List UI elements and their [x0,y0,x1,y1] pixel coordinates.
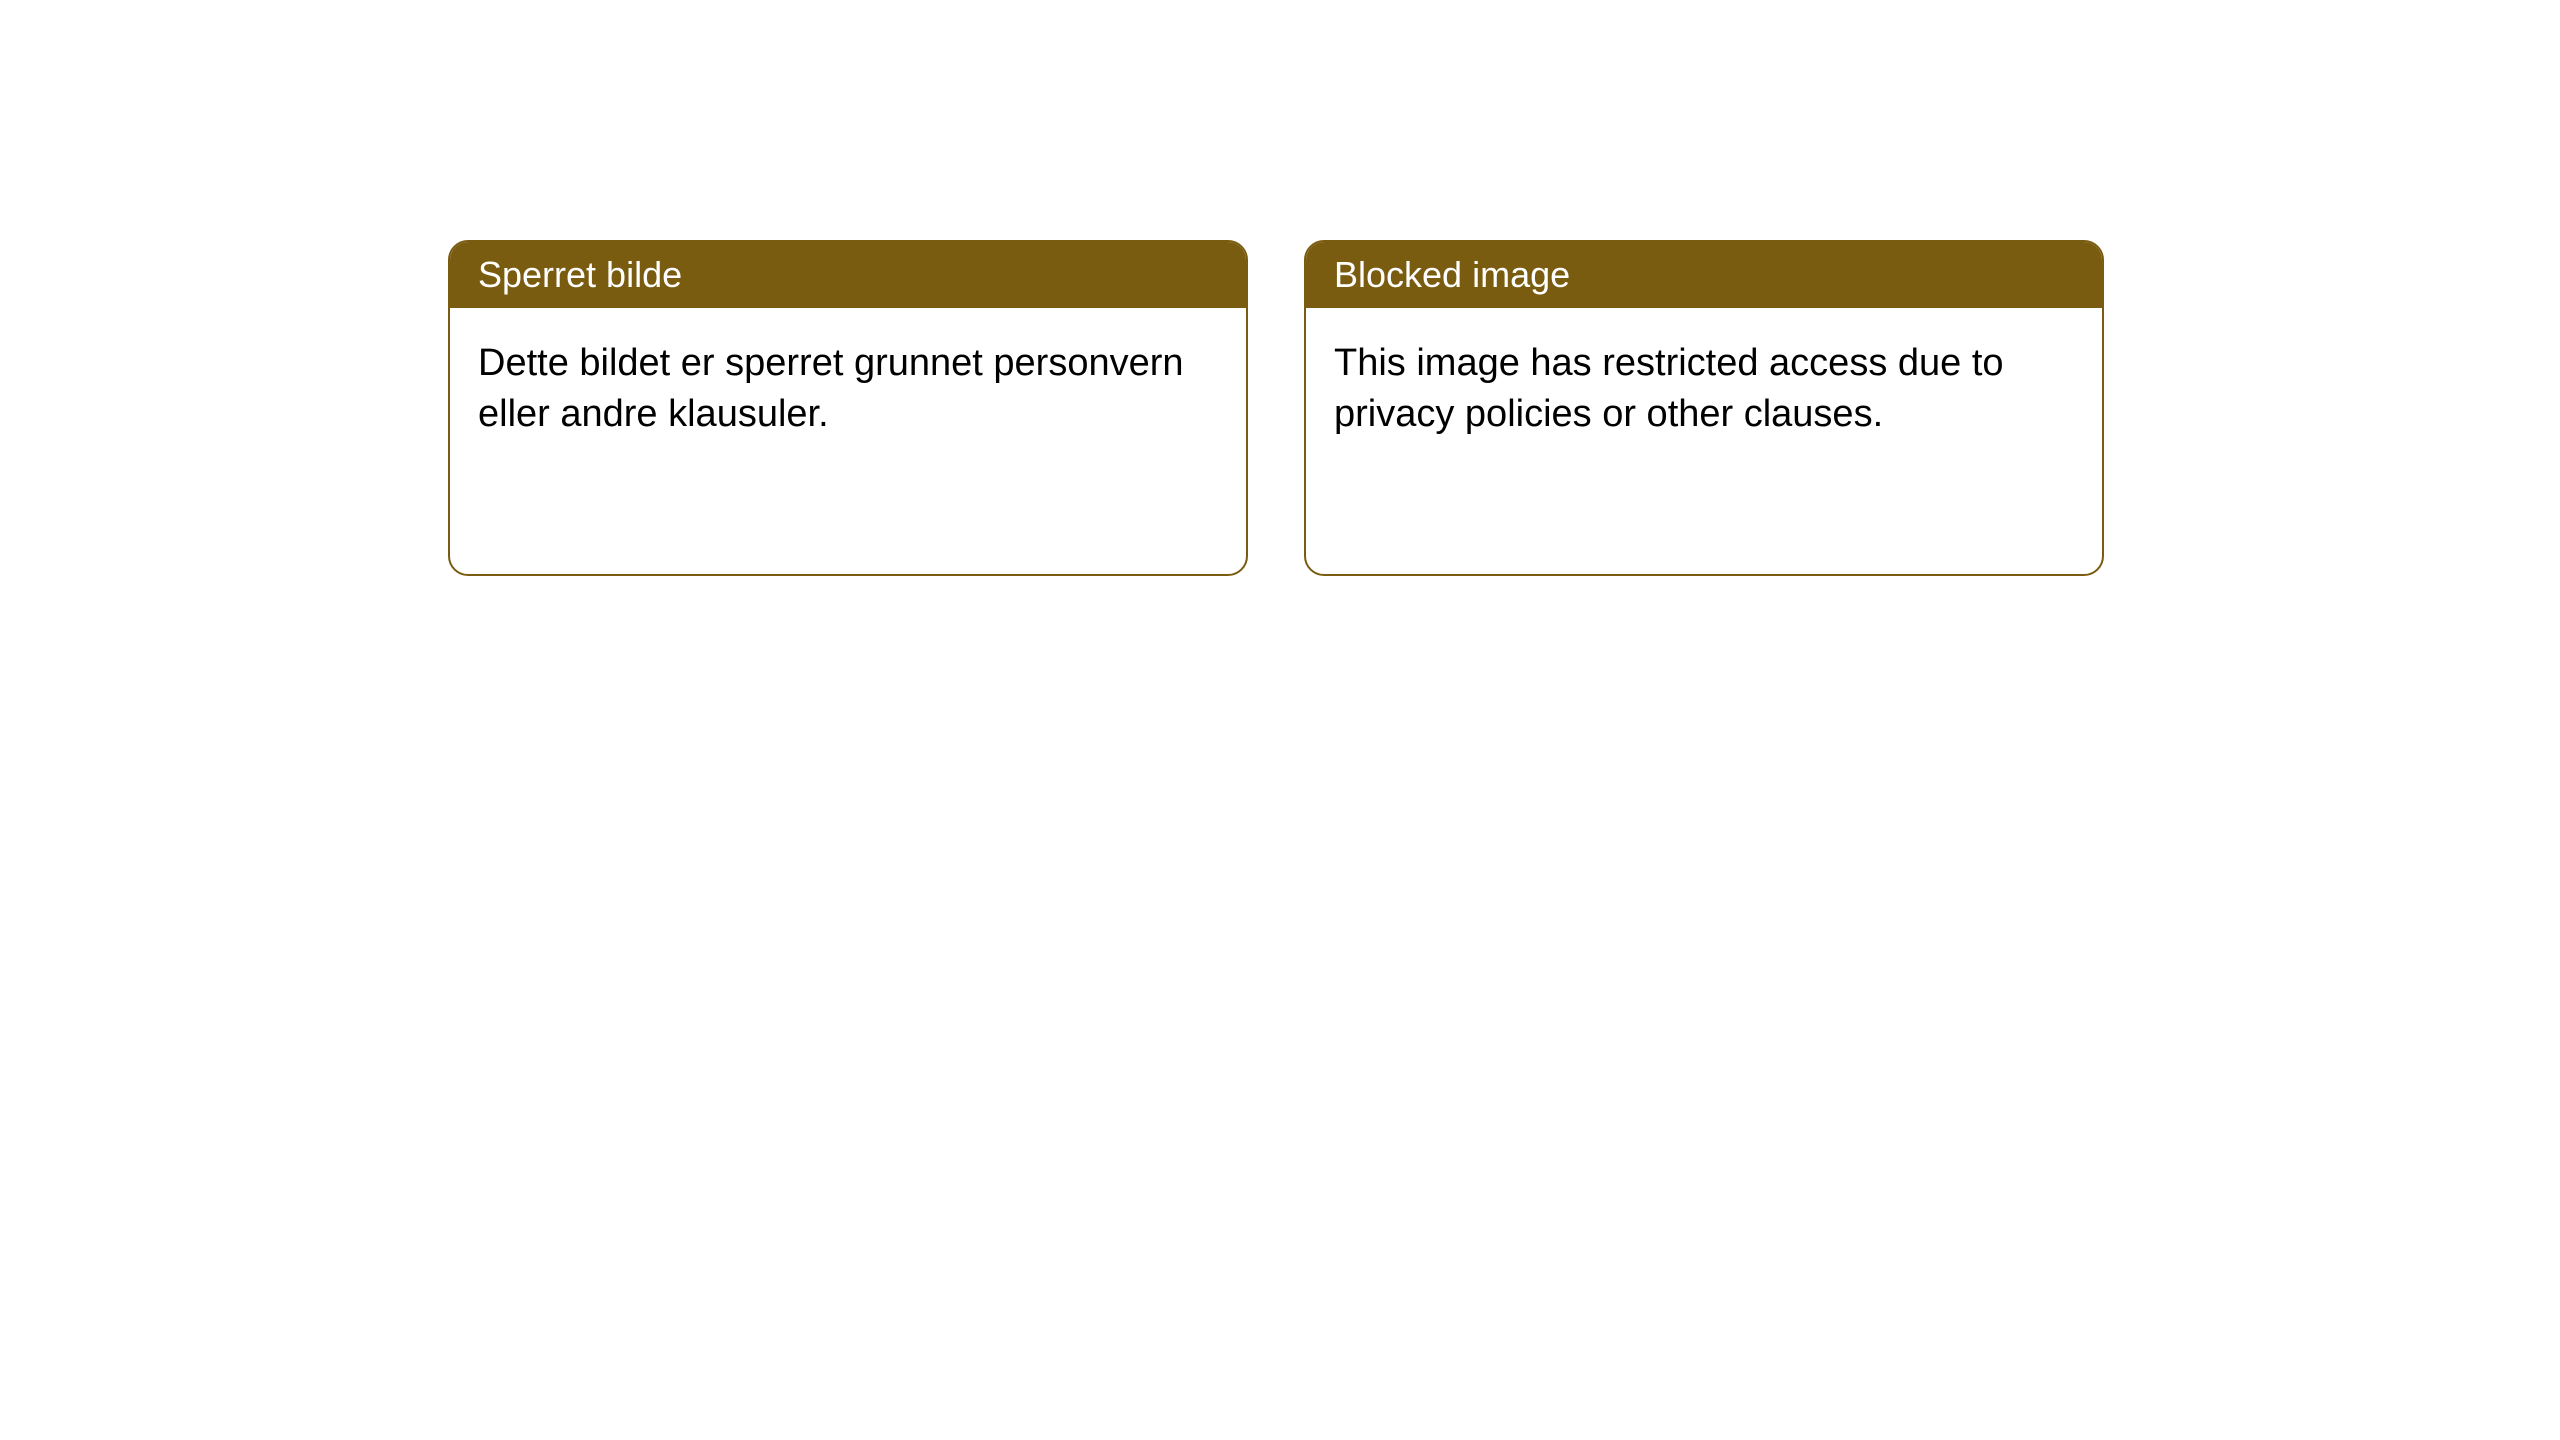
card-body: Dette bildet er sperret grunnet personve… [450,308,1246,471]
card-body-text: Dette bildet er sperret grunnet personve… [478,342,1184,435]
card-header: Sperret bilde [450,242,1246,308]
card-header-text: Sperret bilde [478,254,682,295]
card-header: Blocked image [1306,242,2102,308]
notice-card-norwegian: Sperret bilde Dette bildet er sperret gr… [448,240,1248,576]
card-header-text: Blocked image [1334,254,1570,295]
card-body-text: This image has restricted access due to … [1334,342,2004,435]
card-body: This image has restricted access due to … [1306,308,2102,471]
notice-card-english: Blocked image This image has restricted … [1304,240,2104,576]
notice-container: Sperret bilde Dette bildet er sperret gr… [0,0,2560,576]
